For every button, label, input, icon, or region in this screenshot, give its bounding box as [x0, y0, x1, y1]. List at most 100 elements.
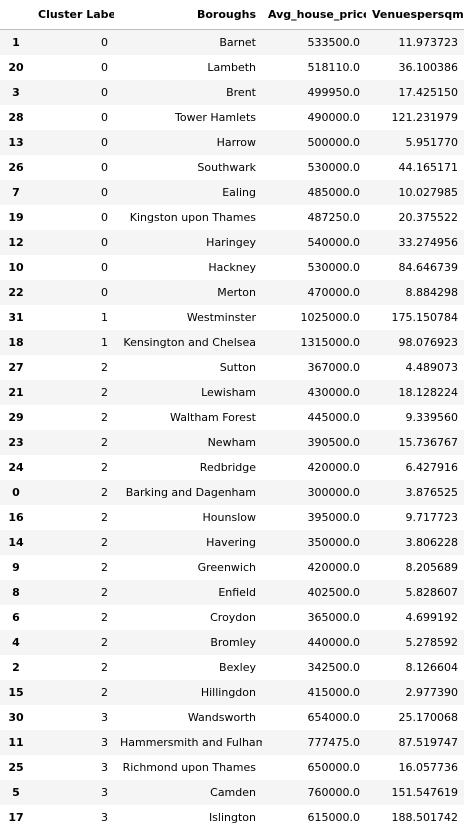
- cell-venues-per-sqmi: 18.128224: [366, 380, 464, 405]
- cell-cluster-label: 0: [32, 30, 114, 56]
- row-index: 7: [0, 180, 32, 205]
- cell-cluster-label: 2: [32, 455, 114, 480]
- cell-avg-house-price: 470000.0: [262, 280, 366, 305]
- cell-borough: Hammersmith and Fulham: [114, 730, 262, 755]
- cell-cluster-label: 2: [32, 380, 114, 405]
- row-index: 1: [0, 30, 32, 56]
- cell-cluster-label: 0: [32, 55, 114, 80]
- cell-borough: Westminster: [114, 305, 262, 330]
- cell-avg-house-price: 760000.0: [262, 780, 366, 805]
- cell-cluster-label: 0: [32, 105, 114, 130]
- row-index: 27: [0, 355, 32, 380]
- cell-borough: Brent: [114, 80, 262, 105]
- cell-avg-house-price: 650000.0: [262, 755, 366, 780]
- cell-venues-per-sqmi: 8.884298: [366, 280, 464, 305]
- cell-cluster-label: 2: [32, 405, 114, 430]
- cell-avg-house-price: 350000.0: [262, 530, 366, 555]
- cell-cluster-label: 0: [32, 130, 114, 155]
- cell-venues-per-sqmi: 20.375522: [366, 205, 464, 230]
- cell-avg-house-price: 402500.0: [262, 580, 366, 605]
- cell-venues-per-sqmi: 5.828607: [366, 580, 464, 605]
- cell-venues-per-sqmi: 188.501742: [366, 805, 464, 830]
- row-index: 9: [0, 555, 32, 580]
- cell-cluster-label: 2: [32, 580, 114, 605]
- row-index: 24: [0, 455, 32, 480]
- cell-cluster-label: 0: [32, 80, 114, 105]
- cell-venues-per-sqmi: 5.278592: [366, 630, 464, 655]
- row-index: 13: [0, 130, 32, 155]
- cell-avg-house-price: 420000.0: [262, 555, 366, 580]
- cell-avg-house-price: 365000.0: [262, 605, 366, 630]
- cell-venues-per-sqmi: 175.150784: [366, 305, 464, 330]
- cell-cluster-label: 3: [32, 780, 114, 805]
- cell-avg-house-price: 615000.0: [262, 805, 366, 830]
- cell-venues-per-sqmi: 9.717723: [366, 505, 464, 530]
- cell-avg-house-price: 367000.0: [262, 355, 366, 380]
- row-index: 16: [0, 505, 32, 530]
- row-index: 5: [0, 780, 32, 805]
- cell-cluster-label: 1: [32, 305, 114, 330]
- cell-avg-house-price: 440000.0: [262, 630, 366, 655]
- cell-venues-per-sqmi: 44.165171: [366, 155, 464, 180]
- cell-cluster-label: 2: [32, 355, 114, 380]
- cell-cluster-label: 0: [32, 280, 114, 305]
- cell-borough: Lambeth: [114, 55, 262, 80]
- cell-cluster-label: 1: [32, 330, 114, 355]
- cell-borough: Hounslow: [114, 505, 262, 530]
- cell-cluster-label: 0: [32, 255, 114, 280]
- row-index: 18: [0, 330, 32, 355]
- cell-venues-per-sqmi: 36.100386: [366, 55, 464, 80]
- cell-cluster-label: 2: [32, 655, 114, 680]
- cell-borough: Tower Hamlets: [114, 105, 262, 130]
- cell-avg-house-price: 420000.0: [262, 455, 366, 480]
- header-boroughs: Boroughs: [114, 0, 262, 30]
- cell-borough: Kensington and Chelsea: [114, 330, 262, 355]
- cell-avg-house-price: 490000.0: [262, 105, 366, 130]
- header-row: Cluster Label Boroughs Avg_house_price V…: [0, 0, 464, 30]
- cell-cluster-label: 0: [32, 205, 114, 230]
- cell-borough: Camden: [114, 780, 262, 805]
- cell-borough: Sutton: [114, 355, 262, 380]
- cell-venues-per-sqmi: 151.547619: [366, 780, 464, 805]
- cell-venues-per-sqmi: 98.076923: [366, 330, 464, 355]
- row-index: 11: [0, 730, 32, 755]
- cell-cluster-label: 0: [32, 155, 114, 180]
- cell-borough: Merton: [114, 280, 262, 305]
- cell-venues-per-sqmi: 17.425150: [366, 80, 464, 105]
- cell-avg-house-price: 445000.0: [262, 405, 366, 430]
- cell-cluster-label: 3: [32, 705, 114, 730]
- header-venues-per-sqmi: Venuespersqmi: [366, 0, 464, 30]
- row-index: 3: [0, 80, 32, 105]
- cell-borough: Redbridge: [114, 455, 262, 480]
- row-index: 20: [0, 55, 32, 80]
- row-index: 23: [0, 430, 32, 455]
- cell-avg-house-price: 485000.0: [262, 180, 366, 205]
- cell-avg-house-price: 415000.0: [262, 680, 366, 705]
- cell-avg-house-price: 430000.0: [262, 380, 366, 405]
- row-index: 4: [0, 630, 32, 655]
- cell-avg-house-price: 1025000.0: [262, 305, 366, 330]
- cell-avg-house-price: 342500.0: [262, 655, 366, 680]
- cell-cluster-label: 2: [32, 530, 114, 555]
- cell-borough: Richmond upon Thames: [114, 755, 262, 780]
- cell-avg-house-price: 390500.0: [262, 430, 366, 455]
- cell-borough: Lewisham: [114, 380, 262, 405]
- row-index: 0: [0, 480, 32, 505]
- header-cluster-label: Cluster Label: [32, 0, 114, 30]
- cell-venues-per-sqmi: 87.519747: [366, 730, 464, 755]
- cell-cluster-label: 2: [32, 430, 114, 455]
